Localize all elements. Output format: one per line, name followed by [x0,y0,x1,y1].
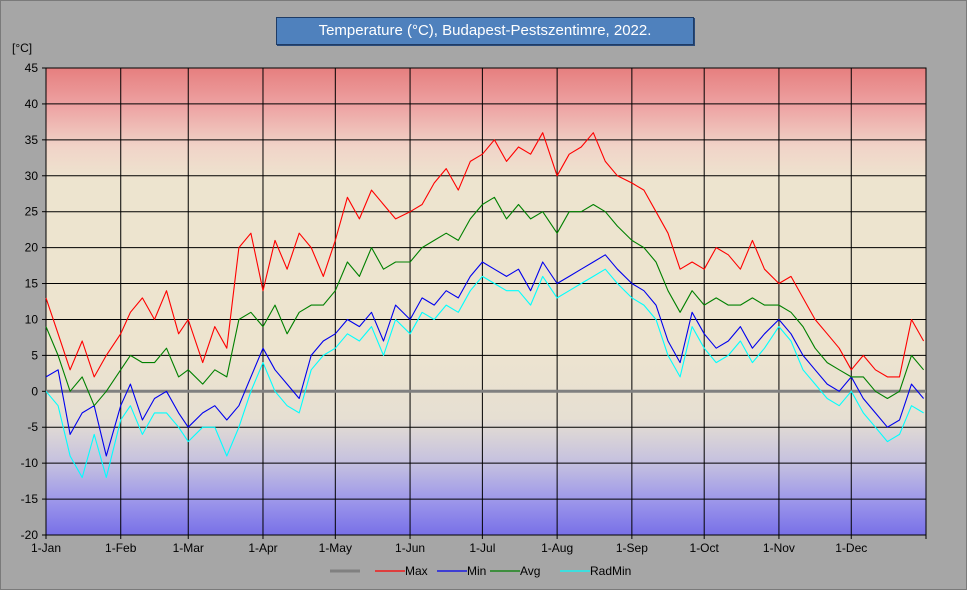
series-line-min [45,254,925,457]
y-tick-label: 25 [25,205,39,219]
chart-title: Temperature (°C), Budapest-Pestszentimre… [276,17,694,45]
y-tick-label: -15 [21,492,39,506]
legend: Max Min Avg RadMin [330,564,631,578]
y-tick-label: -5 [27,420,38,434]
y-tick-label: 35 [25,133,39,147]
series-group [45,132,925,479]
x-tick-label: 1-Sep [616,541,648,555]
y-tick-label: 0 [31,384,38,398]
series-line-avg [45,196,925,407]
legend-label: RadMin [590,564,631,578]
y-tick-label: -20 [21,528,39,542]
y-tick-label: -10 [21,456,39,470]
x-tick-label: 1-Jun [395,541,425,555]
legend-label: Avg [520,564,540,578]
x-tick-label: 1-May [319,541,352,555]
y-tick-label: 5 [31,348,38,362]
y-tick-label: 30 [25,169,39,183]
series-line-max [45,132,925,378]
x-tick-label: 1-Apr [248,541,277,555]
x-tick-label: 1-Nov [763,541,795,555]
x-tick-label: 1-Dec [835,541,867,555]
legend-label: Min [467,564,486,578]
y-tick-labels: 45 40 35 30 25 20 15 10 5 0 -5 -10 -15 -20 [21,61,39,542]
x-tick-label: 1-Jul [469,541,495,555]
x-tick-label: 1-Jan [31,541,61,555]
legend-label: Max [405,564,428,578]
y-tick-label: 15 [25,277,39,291]
x-tick-label: 1-Oct [690,541,720,555]
y-tick-label: 45 [25,61,39,75]
x-tick-label: 1-Feb [105,541,137,555]
x-tick-label: 1-Aug [541,541,573,555]
y-axis-label: [°C] [12,41,32,55]
y-tick-label: 40 [25,97,39,111]
plot-area [45,67,927,536]
y-tick-label: 10 [25,312,39,326]
x-tick-labels: 1-Jan 1-Feb 1-Mar 1-Apr 1-May 1-Jun 1-Jul 1-Aug… [31,541,867,555]
x-tick-label: 1-Mar [173,541,204,555]
y-tick-label: 20 [25,241,39,255]
series-line-radmin [45,268,924,479]
